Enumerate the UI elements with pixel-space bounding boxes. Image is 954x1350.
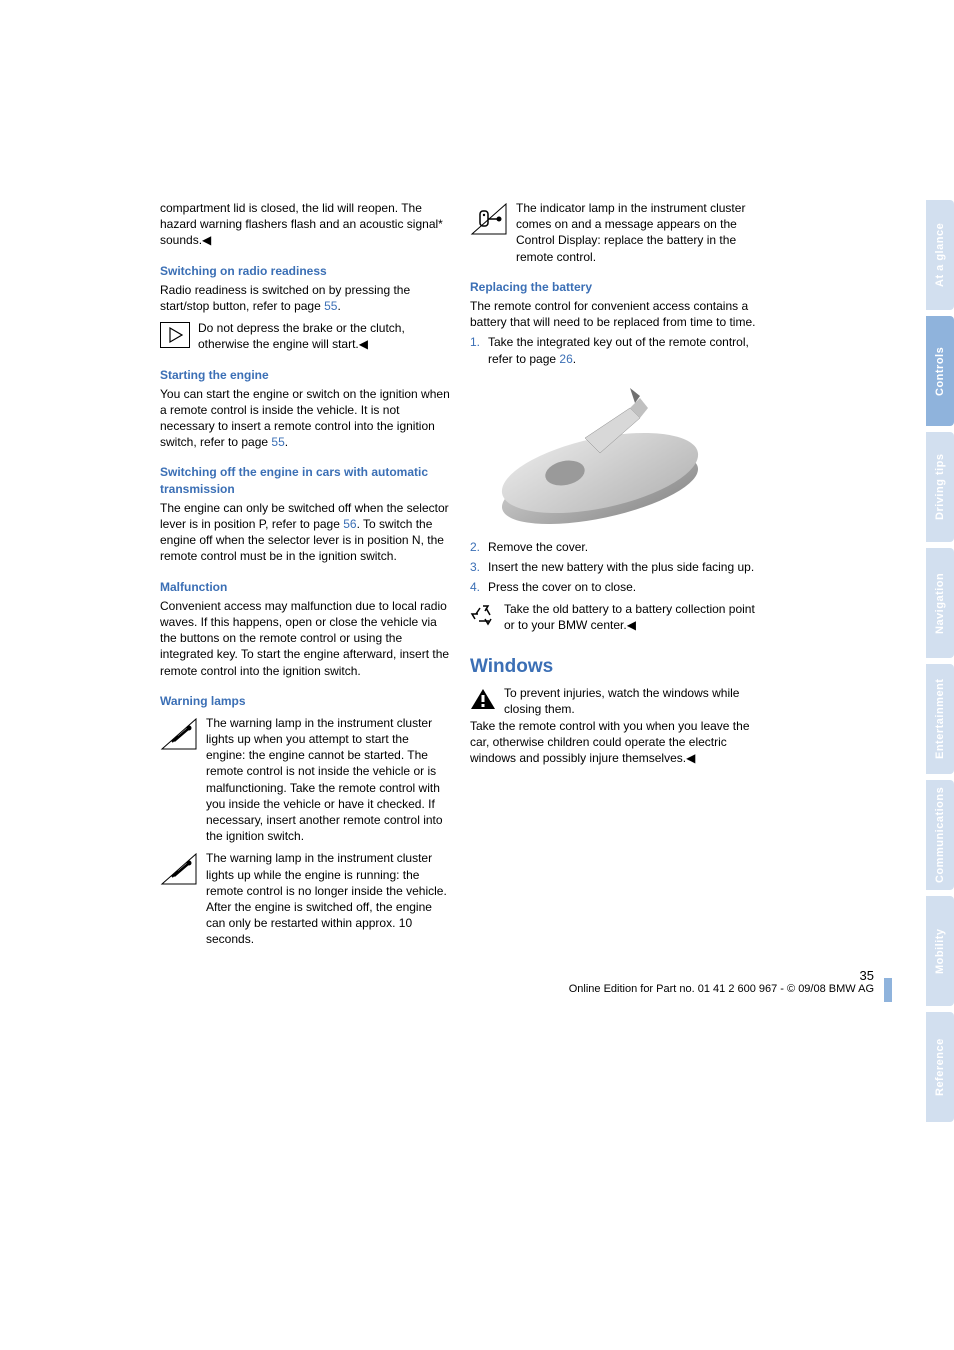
text: .	[573, 352, 576, 366]
remote-control-illustration	[470, 373, 750, 533]
paragraph: compartment lid is closed, the lid will …	[160, 200, 450, 249]
footer-mark	[884, 978, 892, 1002]
list-number: 3.	[470, 559, 488, 575]
recycle-icon	[470, 603, 496, 627]
heading-warning-lamps: Warning lamps	[160, 693, 450, 709]
right-column: The indicator lamp in the instrument clu…	[470, 200, 760, 948]
list-text: Take the integrated key out of the remot…	[488, 334, 760, 366]
columns: compartment lid is closed, the lid will …	[160, 200, 894, 948]
heading-radio-readiness: Switching on radio readiness	[160, 263, 450, 279]
recycle-note: Take the old battery to a battery collec…	[470, 601, 760, 633]
warning-text: The warning lamp in the instrument clust…	[206, 850, 450, 947]
list-item: 2. Remove the cover.	[470, 539, 760, 555]
list-number: 4.	[470, 579, 488, 595]
list-number: 2.	[470, 539, 488, 555]
caution-text: To prevent injuries, watch the windows w…	[504, 685, 760, 717]
list-number: 1.	[470, 334, 488, 366]
key-indicator-icon	[470, 202, 508, 236]
warning-triangle-icon	[470, 687, 496, 711]
text: .	[285, 435, 288, 449]
page-footer: 35 Online Edition for Part no. 01 41 2 6…	[160, 968, 894, 1002]
list-text: Press the cover on to close.	[488, 579, 760, 595]
tab-entertainment[interactable]: Entertainment	[926, 664, 954, 774]
text: Radio readiness is switched on by pressi…	[160, 283, 410, 313]
text: .	[337, 299, 340, 313]
list-text: Remove the cover.	[488, 539, 760, 555]
heading-switching-off: Switching off the engine in cars with au…	[160, 464, 450, 496]
footer-line: Online Edition for Part no. 01 41 2 600 …	[569, 983, 874, 995]
key-warning-icon	[160, 717, 198, 751]
note-box: Do not depress the brake or the clutch, …	[160, 320, 450, 352]
tab-mobility[interactable]: Mobility	[926, 896, 954, 1006]
page-link[interactable]: 55	[271, 435, 284, 449]
page-number: 35	[569, 968, 874, 983]
warning-box: The warning lamp in the instrument clust…	[160, 715, 450, 845]
page-link[interactable]: 56	[343, 517, 356, 531]
text: Take the integrated key out of the remot…	[488, 335, 749, 365]
triangle-play-icon	[160, 322, 190, 348]
tab-reference[interactable]: Reference	[926, 1012, 954, 1122]
paragraph: The remote control for convenient access…	[470, 298, 760, 330]
list-item: 4. Press the cover on to close.	[470, 579, 760, 595]
tab-at-a-glance[interactable]: At a glance	[926, 200, 954, 310]
indicator-box: The indicator lamp in the instrument clu…	[470, 200, 760, 265]
page-link[interactable]: 26	[559, 352, 572, 366]
list-item: 1. Take the integrated key out of the re…	[470, 334, 760, 366]
list-text: Insert the new battery with the plus sid…	[488, 559, 760, 575]
caution-box: To prevent injuries, watch the windows w…	[470, 685, 760, 717]
paragraph: Radio readiness is switched on by pressi…	[160, 282, 450, 314]
list-item: 3. Insert the new battery with the plus …	[470, 559, 760, 575]
key-warning-icon	[160, 852, 198, 886]
left-column: compartment lid is closed, the lid will …	[160, 200, 450, 948]
heading-starting-engine: Starting the engine	[160, 367, 450, 383]
page-link[interactable]: 55	[324, 299, 337, 313]
note-text: Do not depress the brake or the clutch, …	[198, 320, 450, 352]
paragraph: Take the remote control with you when yo…	[470, 718, 760, 767]
warning-text: The warning lamp in the instrument clust…	[206, 715, 450, 845]
indicator-text: The indicator lamp in the instrument clu…	[516, 200, 760, 265]
tab-navigation[interactable]: Navigation	[926, 548, 954, 658]
recycle-text: Take the old battery to a battery collec…	[504, 601, 760, 633]
paragraph: Convenient access may malfunction due to…	[160, 598, 450, 679]
tab-controls[interactable]: Controls	[926, 316, 954, 426]
text: You can start the engine or switch on th…	[160, 387, 450, 450]
tab-driving-tips[interactable]: Driving tips	[926, 432, 954, 542]
page-content: compartment lid is closed, the lid will …	[0, 0, 954, 1032]
paragraph: You can start the engine or switch on th…	[160, 386, 450, 451]
paragraph: The engine can only be switched off when…	[160, 500, 450, 565]
heading-malfunction: Malfunction	[160, 579, 450, 595]
side-tabs: At a glance Controls Driving tips Naviga…	[926, 200, 954, 1122]
heading-replacing-battery: Replacing the battery	[470, 279, 760, 295]
tab-communications[interactable]: Communications	[926, 780, 954, 890]
heading-windows: Windows	[470, 654, 760, 680]
warning-box: The warning lamp in the instrument clust…	[160, 850, 450, 947]
